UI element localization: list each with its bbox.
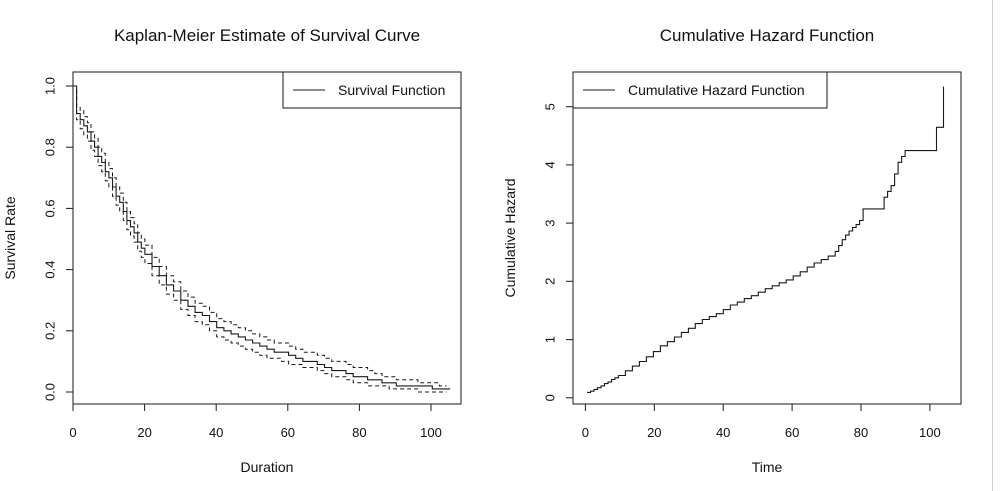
hazard-y-ticks: 0 1 2 3 4 5 <box>543 103 573 401</box>
km-y-tick-label: 0.0 <box>43 383 58 401</box>
km-y-tick-label: 0.6 <box>43 199 58 217</box>
hazard-x-ticks: 0 20 40 60 80 100 <box>582 404 941 440</box>
hazard-y-axis-label: Cumulative Hazard <box>502 178 518 297</box>
hazard-plot-frame <box>572 71 962 405</box>
km-legend-box <box>282 71 462 109</box>
hazard-legend-label: Cumulative Hazard Function <box>628 82 805 98</box>
km-series-group <box>73 85 451 393</box>
km-y-tick-label: 0.2 <box>43 322 58 340</box>
hazard-x-tick-label: 0 <box>582 425 589 440</box>
hazard-legend-box <box>572 71 828 109</box>
km-y-ticks: 0.0 0.2 0.4 0.6 0.8 1.0 <box>43 77 73 401</box>
km-x-axis-label: Duration <box>241 459 294 475</box>
hazard-y-tick-label: 4 <box>543 161 558 168</box>
km-y-tick-label: 1.0 <box>43 77 58 95</box>
km-y-axis-label: Survival Rate <box>2 196 18 279</box>
km-title: Kaplan-Meier Estimate of Survival Curve <box>114 26 420 45</box>
km-x-tick-label: 60 <box>281 425 295 440</box>
hazard-legend: Cumulative Hazard Function <box>572 71 828 109</box>
km-x-ticks: 0 20 40 60 80 100 <box>69 404 442 440</box>
km-confidence-band-2 <box>73 85 447 393</box>
hazard-plot: Cumulative Hazard Function Time Cumulati… <box>502 26 962 475</box>
km-x-tick-label: 20 <box>137 425 151 440</box>
hazard-x-tick-label: 40 <box>716 425 730 440</box>
hazard-y-tick-label: 5 <box>543 103 558 110</box>
hazard-y-tick-label: 2 <box>543 278 558 285</box>
km-legend-label: Survival Function <box>338 82 445 98</box>
hazard-x-tick-label: 20 <box>647 425 661 440</box>
km-plot-frame <box>72 71 462 405</box>
hazard-x-tick-label: 80 <box>854 425 868 440</box>
km-confidence-band-1 <box>73 85 447 387</box>
hazard-series-group <box>587 86 945 393</box>
km-y-tick-label: 0.8 <box>43 138 58 156</box>
window-edge <box>992 0 993 491</box>
hazard-x-tick-label: 100 <box>919 425 941 440</box>
km-x-tick-label: 80 <box>352 425 366 440</box>
hazard-y-tick-label: 1 <box>543 336 558 343</box>
hazard-title: Cumulative Hazard Function <box>660 26 874 45</box>
km-y-tick-label: 0.4 <box>43 261 58 279</box>
km-series-line <box>73 85 451 390</box>
hazard-y-tick-label: 0 <box>543 394 558 401</box>
hazard-x-tick-label: 60 <box>785 425 799 440</box>
km-x-tick-label: 40 <box>209 425 223 440</box>
km-plot: Kaplan-Meier Estimate of Survival Curve … <box>2 26 462 475</box>
hazard-series-line <box>587 86 945 393</box>
km-x-tick-label: 100 <box>420 425 442 440</box>
hazard-y-tick-label: 3 <box>543 219 558 226</box>
km-x-tick-label: 0 <box>69 425 76 440</box>
km-legend: Survival Function <box>282 71 462 109</box>
hazard-x-axis-label: Time <box>752 459 783 475</box>
